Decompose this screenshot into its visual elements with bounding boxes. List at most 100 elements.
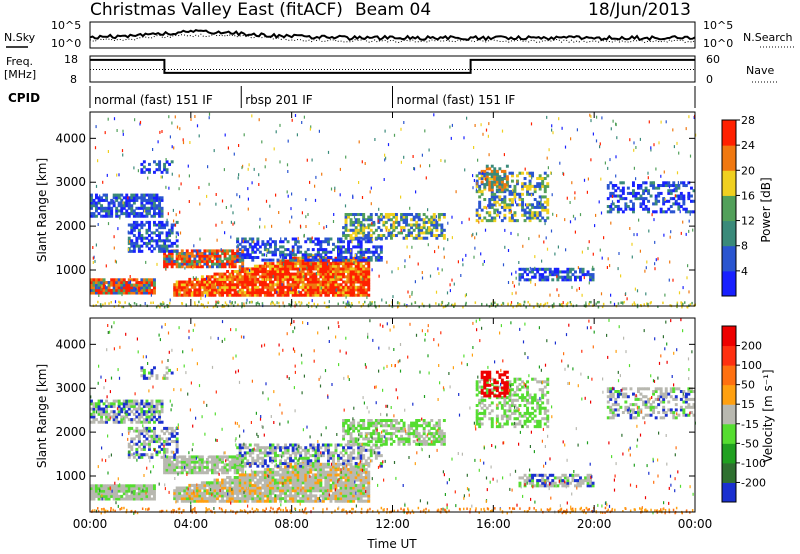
heatmap-cell (544, 302, 547, 306)
colorbar-tick-label: 16 (741, 189, 755, 202)
heatmap-cell (221, 491, 225, 495)
heatmap-cell (163, 223, 167, 227)
heatmap-cell (163, 458, 167, 462)
heatmap-cell (508, 184, 512, 188)
heatmap-cell (488, 188, 492, 192)
heatmap-cell (198, 265, 202, 269)
heatmap-cell (301, 491, 305, 495)
heatmap-cell (546, 198, 550, 202)
heatmap-cell (367, 240, 371, 244)
heatmap-cell (248, 473, 252, 477)
heatmap-cell (115, 214, 119, 218)
heatmap-cell (160, 214, 164, 218)
heatmap-cell (316, 468, 320, 472)
heatmap-cell (218, 468, 222, 472)
heatmap-cell (150, 497, 154, 501)
heatmap-cell (213, 491, 217, 495)
heatmap-cell (364, 226, 368, 230)
heatmap-cell (289, 470, 293, 474)
heatmap-cell (397, 223, 401, 227)
heatmap-cell (198, 471, 202, 475)
heatmap-cell (371, 238, 374, 242)
heatmap-cell (130, 231, 134, 235)
heatmap-cell (271, 499, 275, 503)
heatmap-cell (263, 483, 267, 487)
heatmap-cell (631, 303, 634, 306)
heatmap-cell (190, 471, 194, 475)
heatmap-cell (251, 277, 255, 281)
heatmap-cell (526, 192, 530, 196)
heatmap-cell (385, 301, 387, 304)
heatmap-cell (337, 277, 340, 281)
heatmap-cell (634, 197, 638, 201)
heatmap-cell (263, 245, 267, 249)
heatmap-cell (241, 481, 245, 485)
heatmap-cell (301, 478, 305, 482)
heatmap-cell (130, 198, 134, 202)
heatmap-cell (156, 262, 158, 266)
heatmap-cell (216, 272, 219, 276)
beam-label: Beam 04 (355, 0, 431, 20)
heatmap-cell (289, 253, 293, 257)
heatmap-cell (565, 248, 567, 252)
heatmap-cell (132, 241, 136, 245)
heatmap-cell (533, 305, 535, 309)
heatmap-cell (97, 399, 101, 403)
heatmap-cell (243, 240, 247, 244)
heatmap-cell (526, 211, 530, 215)
heatmap-cell (316, 291, 320, 295)
heatmap-cell (200, 277, 204, 281)
heatmap-cell (654, 197, 658, 201)
heatmap-cell (309, 280, 313, 284)
heatmap-cell (279, 270, 283, 274)
heatmap-cell (324, 253, 328, 257)
heatmap-cell (90, 484, 93, 488)
heatmap-cell (95, 291, 98, 295)
heatmap-cell (216, 458, 219, 462)
heatmap-cell (266, 240, 270, 244)
heatmap-cell (329, 476, 333, 480)
heatmap-cell (203, 280, 207, 284)
heatmap-cell (309, 270, 313, 274)
heatmap-cell (135, 226, 139, 230)
heatmap-cell (108, 302, 110, 305)
heatmap-cell (188, 455, 192, 459)
heatmap-cell (673, 145, 675, 149)
heatmap-cell (490, 175, 494, 179)
heatmap-cell (153, 407, 156, 411)
heatmap-cell (185, 460, 189, 464)
heatmap-cell (216, 280, 219, 284)
heatmap-cell (279, 264, 283, 268)
heatmap-cell (276, 486, 280, 490)
heatmap-cell (286, 468, 290, 472)
heatmap-cell (228, 468, 232, 472)
heatmap-cell (265, 158, 267, 162)
heatmap-cell (342, 264, 346, 268)
heatmap-cell (342, 275, 346, 279)
heatmap-cell (384, 129, 386, 133)
heatmap-cell (352, 267, 356, 271)
heatmap-cell (692, 228, 694, 232)
heatmap-cell (359, 236, 363, 240)
heatmap-cell (324, 275, 328, 279)
heatmap-cell (142, 223, 146, 227)
heatmap-cell (159, 130, 161, 134)
heatmap-cell (279, 275, 283, 279)
heatmap-cell (258, 267, 262, 271)
heatmap-cell (238, 248, 242, 252)
heatmap-cell (339, 476, 343, 480)
heatmap-cell (427, 226, 431, 230)
heatmap-cell (321, 470, 325, 474)
heatmap-cell (306, 478, 310, 482)
heatmap-cell (125, 402, 129, 406)
heatmap-cell (198, 494, 202, 498)
heatmap-cell (132, 220, 136, 224)
heatmap-cell (276, 270, 280, 274)
heatmap-cell (556, 288, 558, 292)
heatmap-cell (249, 268, 251, 272)
heatmap-cell (337, 248, 340, 252)
heatmap-cell (515, 200, 517, 204)
heatmap-cell (221, 291, 225, 295)
heatmap-cell (609, 158, 611, 162)
heatmap-cell (324, 293, 328, 297)
